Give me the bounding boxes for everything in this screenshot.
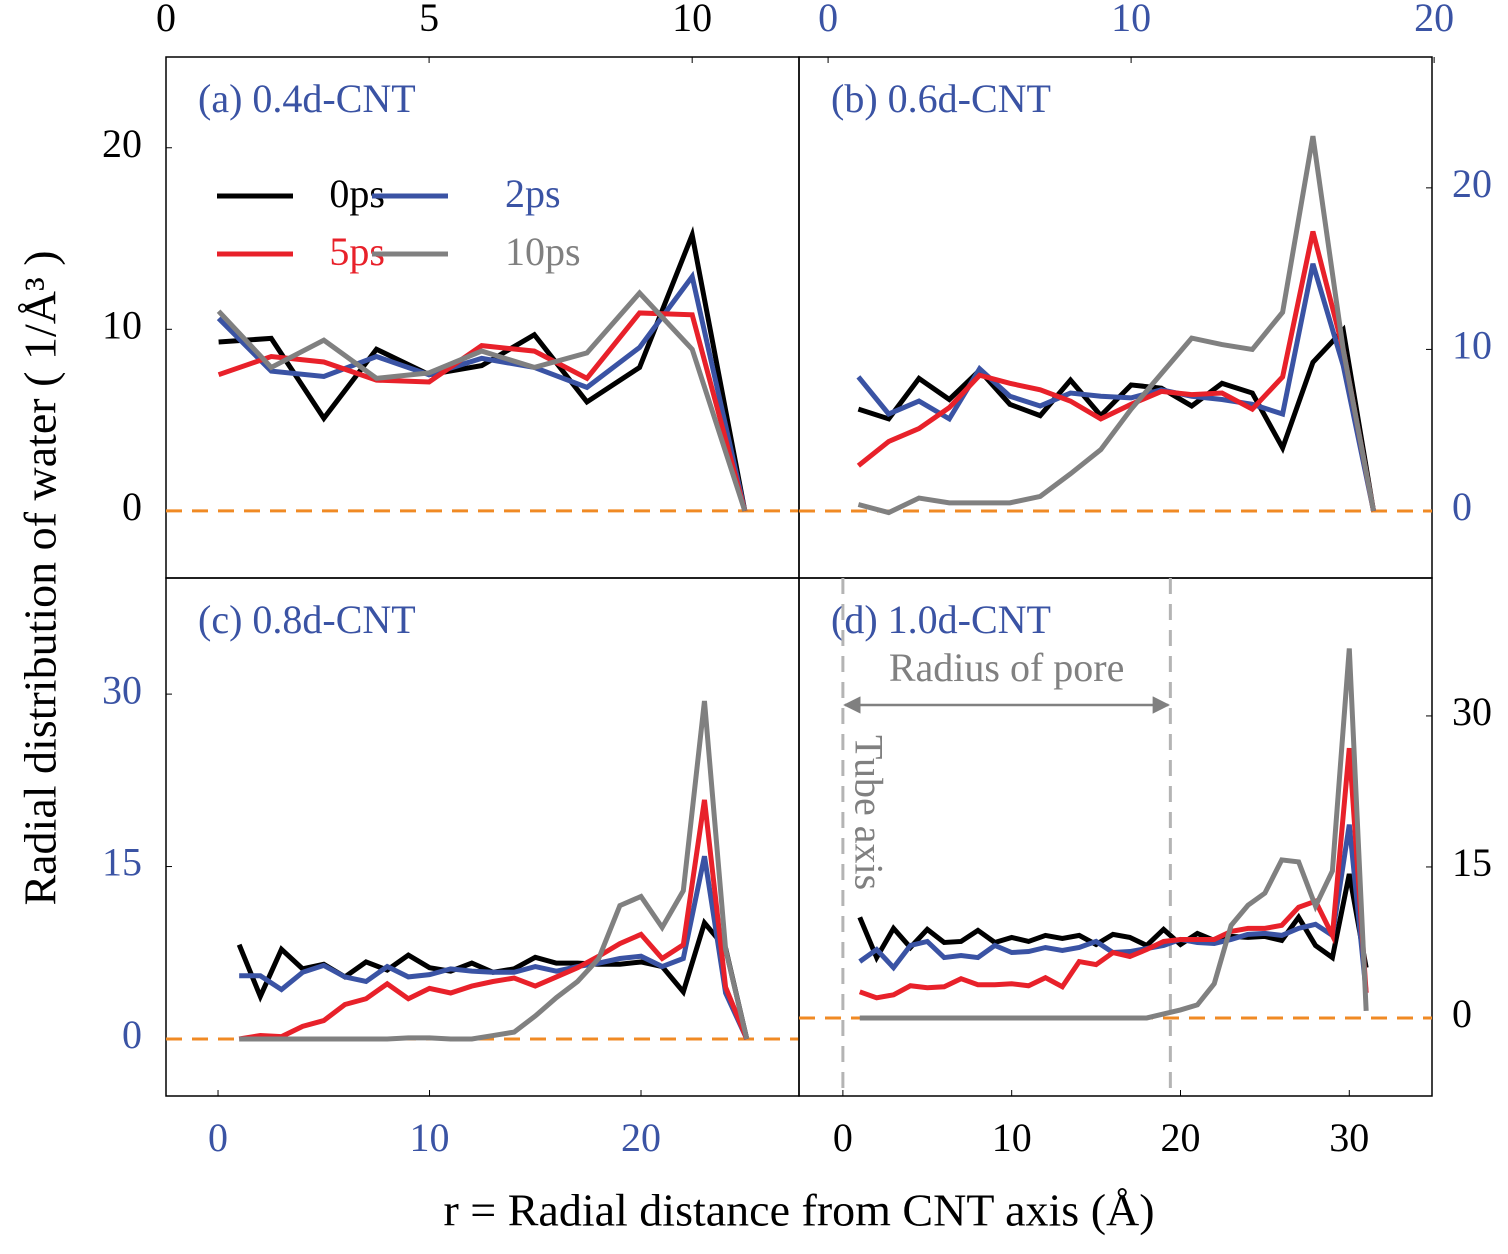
series-line	[856, 230, 1376, 512]
series-line	[239, 700, 750, 1042]
y-tick-label: 0	[122, 1012, 142, 1057]
series-line	[857, 324, 1376, 512]
y-tick-label: 0	[122, 484, 142, 529]
y-tick-label: 20	[1452, 161, 1492, 206]
x-tick-label: 20	[621, 1115, 661, 1160]
series-line	[217, 310, 748, 512]
series-line	[859, 648, 1369, 1021]
series-line	[858, 824, 1369, 994]
x-tick-label: 30	[1329, 1115, 1369, 1160]
x-axis-label: r = Radial distance from CNT axis (Å)	[443, 1185, 1154, 1236]
panel-title: (d) 1.0d-CNT	[831, 597, 1051, 642]
x-tick-label: 0	[156, 0, 176, 40]
y-tick-label: 0	[1452, 484, 1472, 529]
panel-title: (a) 0.4d-CNT	[198, 76, 416, 121]
y-axis-label: Radial distribution of water ( 1/Å³ )	[15, 250, 66, 905]
y-tick-label: 10	[102, 302, 142, 347]
series-line	[857, 135, 1376, 516]
annotation: Radius of pore	[889, 645, 1125, 690]
panel-frame	[165, 56, 800, 579]
panel-frame	[798, 577, 1433, 1097]
legend-label: 2ps	[505, 171, 561, 216]
x-tick-label: 10	[992, 1115, 1032, 1160]
y-tick-label: 10	[1452, 323, 1492, 368]
y-tick-label: 30	[102, 667, 142, 712]
x-tick-label: 5	[419, 0, 439, 40]
y-tick-label: 15	[102, 840, 142, 885]
legend-label: 10ps	[505, 229, 581, 274]
x-tick-label: 10	[410, 1115, 450, 1160]
series-line	[856, 263, 1376, 512]
y-tick-label: 20	[102, 121, 142, 166]
x-tick-label: 0	[818, 0, 838, 40]
series-line	[238, 799, 750, 1042]
y-tick-label: 15	[1452, 840, 1492, 885]
annotation: Tube axis	[847, 735, 892, 890]
panel-frame	[165, 577, 800, 1097]
series-line	[216, 270, 748, 512]
y-tick-label: 30	[1452, 689, 1492, 734]
series-line	[216, 289, 748, 512]
x-tick-label: 10	[1111, 0, 1151, 40]
x-tick-label: 10	[672, 0, 712, 40]
x-tick-label: 0	[208, 1115, 228, 1160]
x-tick-label: 20	[1160, 1115, 1200, 1160]
panel-title: (b) 0.6d-CNT	[831, 76, 1051, 121]
series-line	[857, 873, 1369, 969]
x-tick-label: 20	[1414, 0, 1454, 40]
y-tick-label: 0	[1452, 991, 1472, 1036]
series-line	[239, 855, 750, 1041]
x-tick-label: 0	[833, 1115, 853, 1160]
series-line	[858, 747, 1369, 1001]
panel-title: (c) 0.8d-CNT	[198, 597, 416, 642]
